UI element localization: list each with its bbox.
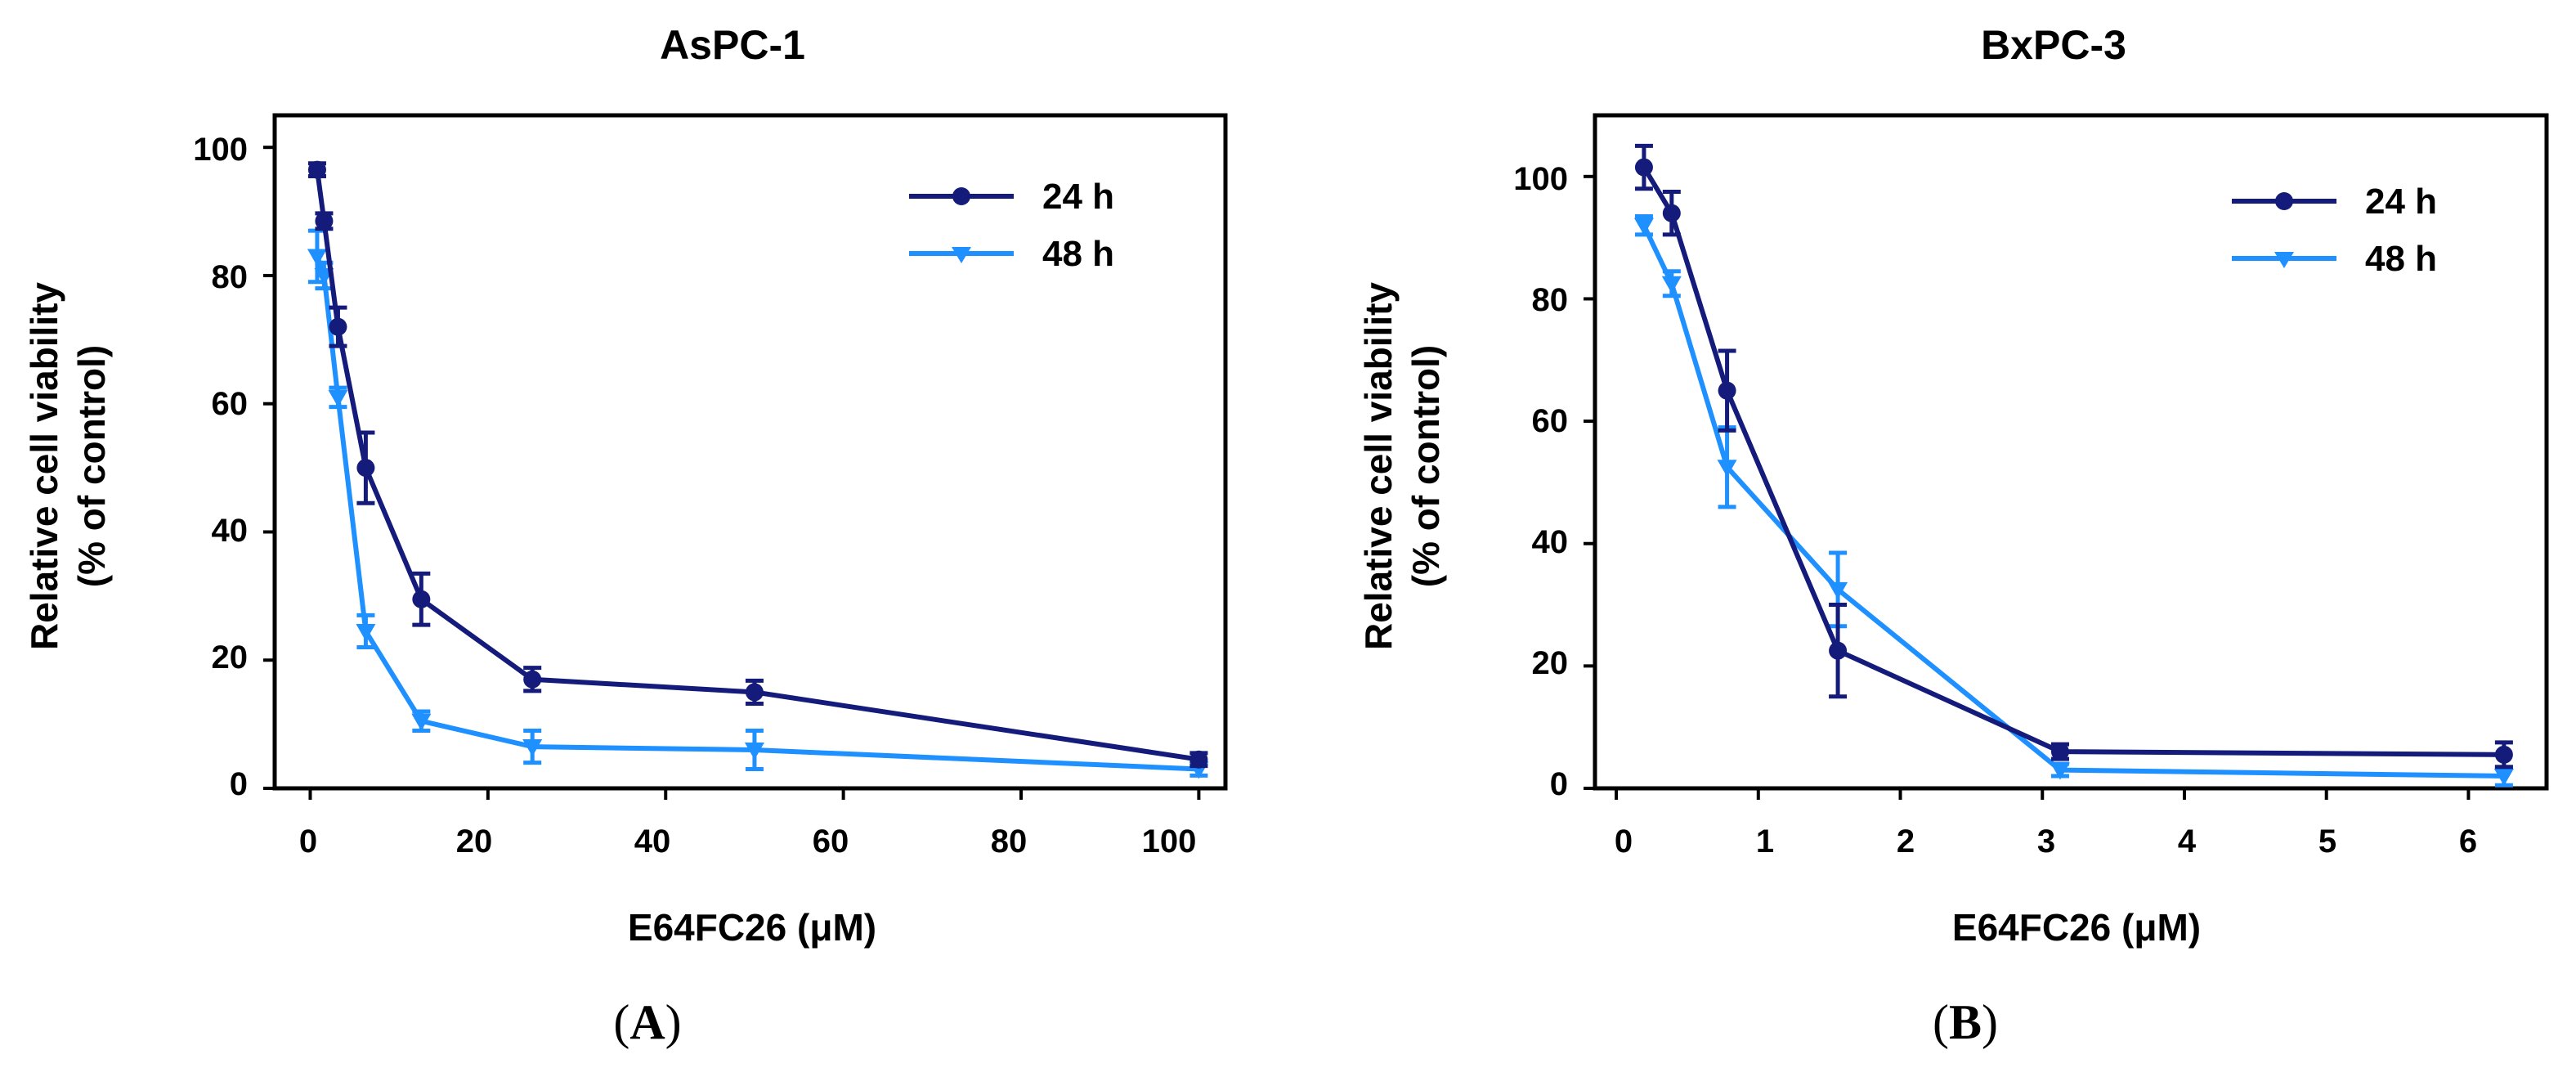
data-point-24h xyxy=(1662,204,1681,222)
x-tick-label: 1 xyxy=(1756,823,1774,859)
legend: 24 h 48 h xyxy=(2232,182,2437,279)
y-tick-label: 60 xyxy=(212,386,249,422)
plot-frame xyxy=(1593,113,2549,791)
x-tick-label: 4 xyxy=(2178,823,2197,859)
data-point-24h xyxy=(307,160,326,179)
data-point-48h xyxy=(1828,581,1848,599)
x-tick-label: 20 xyxy=(456,823,493,859)
y-tick-label: 20 xyxy=(1532,645,1569,681)
y-axis-label: Relative cell viability (% of control) xyxy=(1357,282,1447,650)
panel-a: AsPC-1 Relative cell viability (% of con… xyxy=(23,22,1228,1049)
y-axis-label-line1: Relative cell viability xyxy=(1357,282,1400,650)
data-point-24h xyxy=(523,670,542,689)
legend: 24 h 48 h xyxy=(909,177,1114,274)
x-tick-label: 100 xyxy=(1142,823,1197,859)
x-axis-label: E64FC26 (μM) xyxy=(628,906,876,949)
data-point-48h xyxy=(1661,276,1682,294)
chart-title: AsPC-1 xyxy=(660,22,805,68)
data-point-24h xyxy=(412,590,431,608)
legend-marker-24h xyxy=(952,187,970,205)
panel-label-b: (B) xyxy=(1933,995,1998,1049)
y-tick-label: 40 xyxy=(212,513,249,549)
data-point-24h xyxy=(2494,745,2513,764)
data-point-48h xyxy=(2493,769,2514,787)
legend-marker-48h xyxy=(952,247,971,263)
y-tick-label: 100 xyxy=(1513,161,1568,197)
plot-area xyxy=(1584,143,2514,800)
data-point-24h xyxy=(329,317,347,336)
data-point-48h xyxy=(411,713,432,731)
x-tick-label: 5 xyxy=(2318,823,2336,859)
y-tick-label: 100 xyxy=(193,132,248,168)
data-point-48h xyxy=(356,623,376,641)
data-point-24h xyxy=(1829,641,1848,660)
plot-frame xyxy=(272,113,1228,791)
data-point-48h xyxy=(522,739,543,757)
y-axis-label-line1: Relative cell viability xyxy=(23,282,65,650)
x-tick-label: 3 xyxy=(2037,823,2055,859)
y-tick-label: 0 xyxy=(230,766,248,802)
y-tick-label: 80 xyxy=(212,259,249,295)
y-tick-label: 80 xyxy=(1532,282,1569,318)
legend-marker-48h xyxy=(2274,252,2294,268)
data-point-24h xyxy=(745,683,764,702)
series-line-24h xyxy=(315,169,1199,762)
y-axis-label: Relative cell viability (% of control) xyxy=(23,282,113,650)
plot-area xyxy=(263,146,1209,800)
data-point-48h xyxy=(2050,762,2070,780)
legend-label-48h: 48 h xyxy=(2365,239,2437,279)
x-axis-label: E64FC26 (μM) xyxy=(1952,906,2201,949)
data-point-48h xyxy=(1717,460,1737,478)
panel-label-text: (B) xyxy=(1933,995,1998,1049)
data-point-24h xyxy=(1189,750,1208,769)
legend-label-24h: 24 h xyxy=(2365,182,2437,222)
data-point-48h xyxy=(328,389,348,407)
legend-label-48h: 48 h xyxy=(1042,234,1114,274)
data-point-24h xyxy=(2050,743,2069,761)
series-line-48h xyxy=(315,255,1199,772)
legend-label-24h: 24 h xyxy=(1042,177,1114,217)
series-line-48h xyxy=(1642,224,2504,779)
x-tick-label: 0 xyxy=(1615,823,1633,859)
y-tick-label: 60 xyxy=(1532,403,1569,439)
y-axis-label-line2: (% of control) xyxy=(1404,345,1447,587)
panel-label-text: (A) xyxy=(613,995,681,1049)
data-point-48h xyxy=(307,249,327,267)
data-point-48h xyxy=(1633,218,1654,236)
y-axis-label-line2: (% of control) xyxy=(70,345,113,587)
x-tick-label: 80 xyxy=(991,823,1028,859)
x-tick-label: 2 xyxy=(1897,823,1915,859)
y-tick-label: 20 xyxy=(212,639,249,675)
data-point-48h xyxy=(744,742,764,760)
data-point-24h xyxy=(356,459,375,478)
x-tick-label: 6 xyxy=(2459,823,2477,859)
data-point-24h xyxy=(1634,158,1653,177)
panel-label-a: (A) xyxy=(613,995,681,1049)
data-point-24h xyxy=(315,212,334,231)
y-tick-label: 40 xyxy=(1532,524,1569,560)
x-tick-label: 0 xyxy=(299,823,317,859)
x-tick-label: 40 xyxy=(634,823,671,859)
data-point-24h xyxy=(1718,381,1736,400)
chart-title: BxPC-3 xyxy=(1981,22,2126,68)
panel-b: BxPC-3 Relative cell viability (% of con… xyxy=(1357,22,2549,1049)
y-tick-label: 0 xyxy=(1550,766,1568,802)
legend-marker-24h xyxy=(2275,192,2293,210)
x-tick-label: 60 xyxy=(813,823,849,859)
